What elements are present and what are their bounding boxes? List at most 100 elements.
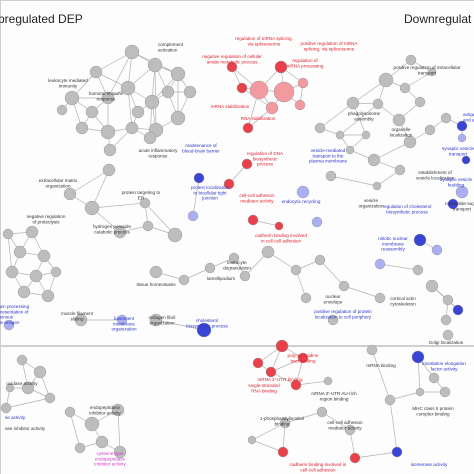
network-node[interactable] — [187, 210, 199, 222]
network-node[interactable] — [300, 292, 312, 304]
network-node[interactable] — [196, 322, 212, 338]
network-node[interactable] — [367, 153, 381, 167]
network-node[interactable] — [391, 446, 403, 458]
network-node[interactable] — [447, 198, 459, 210]
network-node[interactable] — [290, 264, 302, 276]
network-node[interactable] — [139, 197, 151, 209]
network-node[interactable] — [338, 280, 350, 292]
network-node[interactable] — [311, 216, 323, 228]
network-node[interactable] — [249, 80, 269, 100]
network-node[interactable] — [223, 178, 235, 190]
network-node[interactable] — [142, 220, 154, 232]
network-node[interactable] — [178, 274, 190, 286]
network-node[interactable] — [316, 406, 328, 418]
network-node[interactable] — [405, 54, 417, 66]
network-node[interactable] — [74, 313, 88, 327]
network-node[interactable] — [274, 221, 284, 231]
network-node[interactable] — [113, 225, 127, 239]
network-node[interactable] — [144, 94, 160, 110]
network-node[interactable] — [349, 452, 361, 464]
network-node[interactable] — [428, 372, 440, 384]
network-node[interactable] — [415, 387, 425, 397]
network-node[interactable] — [273, 81, 295, 103]
network-node[interactable] — [161, 85, 175, 99]
network-node[interactable] — [323, 376, 333, 386]
network-node[interactable] — [296, 185, 310, 199]
network-node[interactable] — [275, 339, 289, 353]
network-node[interactable] — [3, 319, 15, 331]
network-node[interactable] — [431, 244, 443, 256]
network-node[interactable] — [89, 65, 103, 79]
network-node[interactable] — [403, 135, 417, 149]
network-node[interactable] — [125, 121, 139, 135]
network-node[interactable] — [64, 406, 76, 418]
network-node[interactable] — [103, 143, 117, 157]
network-node[interactable] — [239, 270, 251, 282]
network-node[interactable] — [236, 82, 248, 94]
network-node[interactable] — [143, 131, 157, 145]
network-node[interactable] — [372, 98, 384, 110]
network-node[interactable] — [21, 381, 35, 395]
network-node[interactable] — [265, 101, 279, 115]
network-node[interactable] — [242, 122, 254, 134]
network-node[interactable] — [366, 344, 378, 356]
network-node[interactable] — [427, 67, 437, 77]
network-node[interactable] — [414, 96, 426, 108]
network-node[interactable] — [325, 170, 337, 182]
network-node[interactable] — [279, 417, 291, 429]
network-node[interactable] — [84, 416, 100, 432]
network-node[interactable] — [452, 304, 464, 316]
network-node[interactable] — [457, 133, 467, 143]
network-node[interactable] — [84, 200, 100, 216]
network-node[interactable] — [183, 85, 197, 99]
network-node[interactable] — [193, 172, 205, 184]
network-node[interactable] — [170, 66, 186, 82]
network-node[interactable] — [102, 163, 116, 177]
network-node[interactable] — [56, 104, 68, 116]
network-node[interactable] — [111, 403, 125, 417]
network-node[interactable] — [116, 314, 128, 326]
network-node[interactable] — [149, 265, 163, 279]
network-node[interactable] — [74, 442, 86, 454]
network-node[interactable] — [411, 350, 425, 364]
network-node[interactable] — [149, 313, 163, 327]
network-node[interactable] — [204, 262, 216, 274]
network-node[interactable] — [252, 357, 264, 369]
network-node[interactable] — [0, 402, 12, 414]
network-node[interactable] — [274, 60, 288, 74]
network-node[interactable] — [361, 130, 371, 140]
network-node[interactable] — [101, 91, 115, 105]
network-node[interactable] — [241, 158, 253, 170]
network-node[interactable] — [412, 264, 424, 276]
network-node[interactable] — [75, 121, 89, 135]
network-node[interactable] — [41, 289, 55, 303]
network-node[interactable] — [297, 77, 309, 89]
network-node[interactable] — [439, 386, 451, 398]
network-node[interactable] — [335, 130, 345, 140]
network-node[interactable] — [372, 181, 382, 191]
network-node[interactable] — [327, 314, 339, 326]
network-node[interactable] — [378, 72, 394, 88]
network-node[interactable] — [440, 314, 452, 326]
network-node[interactable] — [124, 44, 140, 60]
network-node[interactable] — [63, 187, 77, 201]
network-node[interactable] — [85, 105, 99, 119]
network-node[interactable] — [374, 258, 386, 270]
network-node[interactable] — [5, 383, 15, 393]
network-node[interactable] — [424, 124, 436, 136]
network-node[interactable] — [346, 96, 360, 110]
network-node[interactable] — [16, 354, 28, 366]
network-node[interactable] — [64, 90, 80, 106]
network-node[interactable] — [314, 122, 326, 134]
network-node[interactable] — [25, 225, 39, 239]
network-node[interactable] — [442, 329, 454, 341]
network-node[interactable] — [37, 249, 51, 263]
network-node[interactable] — [261, 245, 275, 259]
network-node[interactable] — [456, 120, 468, 132]
network-node[interactable] — [440, 112, 452, 124]
network-node[interactable] — [167, 227, 183, 243]
network-node[interactable] — [247, 214, 259, 226]
network-node[interactable] — [442, 294, 454, 306]
network-node[interactable] — [2, 228, 14, 240]
network-node[interactable] — [131, 105, 145, 119]
